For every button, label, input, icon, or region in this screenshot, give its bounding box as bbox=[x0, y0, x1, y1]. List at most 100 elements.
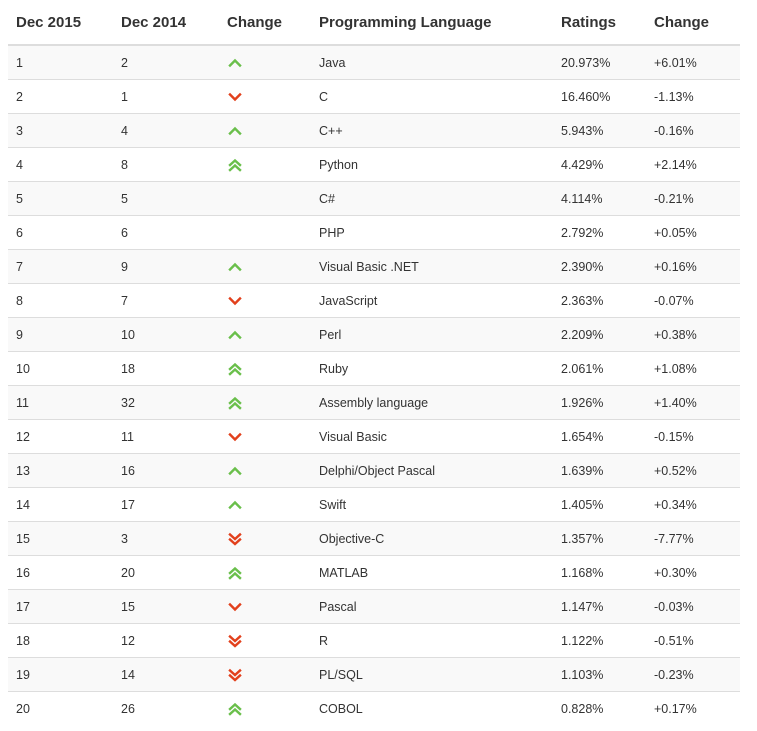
language-name: Perl bbox=[311, 317, 553, 352]
rank-dec-2015: 13 bbox=[8, 453, 113, 488]
language-name: Pascal bbox=[311, 589, 553, 624]
rank-dec-2014: 6 bbox=[113, 215, 219, 250]
rating-value: 2.209% bbox=[553, 317, 646, 352]
rank-dec-2014: 9 bbox=[113, 249, 219, 284]
language-name: R bbox=[311, 623, 553, 658]
table-row: 14 17 Swift 1.405% +0.34% bbox=[8, 487, 740, 522]
header-rank-change: Change bbox=[219, 0, 311, 46]
trend-cell bbox=[219, 351, 311, 386]
rating-value: 1.357% bbox=[553, 521, 646, 556]
table-row: 13 16 Delphi/Object Pascal 1.639% +0.52% bbox=[8, 453, 740, 488]
rank-dec-2015: 20 bbox=[8, 691, 113, 725]
chevron-up-icon bbox=[227, 55, 243, 71]
trend-cell bbox=[219, 249, 311, 284]
rating-value: 2.363% bbox=[553, 283, 646, 318]
table-row: 10 18 Ruby 2.061% +1.08% bbox=[8, 351, 740, 386]
rating-value: 1.147% bbox=[553, 589, 646, 624]
double-chevron-up-icon bbox=[227, 565, 243, 581]
double-chevron-up-icon bbox=[227, 395, 243, 411]
table-row: 1 2 Java 20.973% +6.01% bbox=[8, 44, 740, 80]
rank-dec-2015: 6 bbox=[8, 215, 113, 250]
rank-dec-2014: 26 bbox=[113, 691, 219, 725]
language-name: Assembly language bbox=[311, 385, 553, 420]
table-body: 1 2 Java 20.973% +6.01% 2 1 C 16.460% -1.13% 3 4 C++… bbox=[8, 44, 740, 725]
table-row: 15 3 Objective-C 1.357% -7.77% bbox=[8, 521, 740, 556]
trend-cell bbox=[219, 657, 311, 692]
table-row: 12 11 Visual Basic 1.654% -0.15% bbox=[8, 419, 740, 454]
table-row: 17 15 Pascal 1.147% -0.03% bbox=[8, 589, 740, 624]
rank-dec-2014: 12 bbox=[113, 623, 219, 658]
rating-change: -7.77% bbox=[646, 521, 740, 556]
language-ranking-table: Dec 2015 Dec 2014 Change Programming Lan… bbox=[8, 0, 740, 725]
rank-dec-2015: 17 bbox=[8, 589, 113, 624]
chevron-up-icon bbox=[227, 123, 243, 139]
rank-dec-2014: 8 bbox=[113, 147, 219, 182]
chevron-up-icon bbox=[227, 327, 243, 343]
rating-value: 2.390% bbox=[553, 249, 646, 284]
chevron-up-icon bbox=[227, 259, 243, 275]
rank-dec-2015: 9 bbox=[8, 317, 113, 352]
rank-dec-2015: 4 bbox=[8, 147, 113, 182]
table-row: 6 6 PHP 2.792% +0.05% bbox=[8, 215, 740, 250]
trend-cell bbox=[219, 317, 311, 352]
trend-cell bbox=[219, 79, 311, 114]
language-name: COBOL bbox=[311, 691, 553, 725]
table-row: 18 12 R 1.122% -0.51% bbox=[8, 623, 740, 658]
rank-dec-2014: 15 bbox=[113, 589, 219, 624]
language-name: JavaScript bbox=[311, 283, 553, 318]
trend-cell bbox=[219, 555, 311, 590]
chevron-down-icon bbox=[227, 89, 243, 105]
rating-change: -0.03% bbox=[646, 589, 740, 624]
table-row: 3 4 C++ 5.943% -0.16% bbox=[8, 113, 740, 148]
language-name: Visual Basic .NET bbox=[311, 249, 553, 284]
rating-value: 2.792% bbox=[553, 215, 646, 250]
rank-dec-2014: 18 bbox=[113, 351, 219, 386]
rating-change: -0.23% bbox=[646, 657, 740, 692]
chevron-up-icon bbox=[227, 497, 243, 513]
trend-cell bbox=[219, 113, 311, 148]
rank-dec-2015: 3 bbox=[8, 113, 113, 148]
rating-value: 1.405% bbox=[553, 487, 646, 522]
table-header-row: Dec 2015 Dec 2014 Change Programming Lan… bbox=[8, 0, 740, 46]
rating-change: +0.30% bbox=[646, 555, 740, 590]
trend-cell bbox=[219, 283, 311, 318]
rank-dec-2015: 8 bbox=[8, 283, 113, 318]
language-name: Swift bbox=[311, 487, 553, 522]
trend-cell bbox=[219, 181, 311, 216]
rating-value: 16.460% bbox=[553, 79, 646, 114]
rating-value: 1.639% bbox=[553, 453, 646, 488]
rating-value: 1.654% bbox=[553, 419, 646, 454]
rank-dec-2015: 12 bbox=[8, 419, 113, 454]
table-row: 20 26 COBOL 0.828% +0.17% bbox=[8, 691, 740, 725]
rating-value: 4.114% bbox=[553, 181, 646, 216]
trend-cell bbox=[219, 623, 311, 658]
rating-change: -0.21% bbox=[646, 181, 740, 216]
chevron-down-icon bbox=[227, 429, 243, 445]
rating-value: 5.943% bbox=[553, 113, 646, 148]
rating-change: -0.15% bbox=[646, 419, 740, 454]
rank-dec-2015: 18 bbox=[8, 623, 113, 658]
double-chevron-up-icon bbox=[227, 701, 243, 717]
table-row: 19 14 PL/SQL 1.103% -0.23% bbox=[8, 657, 740, 692]
rank-dec-2014: 14 bbox=[113, 657, 219, 692]
rank-dec-2014: 16 bbox=[113, 453, 219, 488]
chevron-down-icon bbox=[227, 293, 243, 309]
trend-cell bbox=[219, 487, 311, 522]
header-rating-change: Change bbox=[646, 0, 740, 46]
trend-cell bbox=[219, 385, 311, 420]
language-name: Ruby bbox=[311, 351, 553, 386]
rank-dec-2014: 1 bbox=[113, 79, 219, 114]
rank-dec-2014: 10 bbox=[113, 317, 219, 352]
rank-dec-2014: 5 bbox=[113, 181, 219, 216]
header-ratings: Ratings bbox=[553, 0, 646, 46]
rating-change: +0.38% bbox=[646, 317, 740, 352]
trend-cell bbox=[219, 147, 311, 182]
header-dec-2015: Dec 2015 bbox=[8, 0, 113, 46]
double-chevron-down-icon bbox=[227, 667, 243, 683]
rank-dec-2015: 2 bbox=[8, 79, 113, 114]
rating-change: +0.52% bbox=[646, 453, 740, 488]
language-name: PHP bbox=[311, 215, 553, 250]
rank-dec-2015: 11 bbox=[8, 385, 113, 420]
rank-dec-2015: 19 bbox=[8, 657, 113, 692]
